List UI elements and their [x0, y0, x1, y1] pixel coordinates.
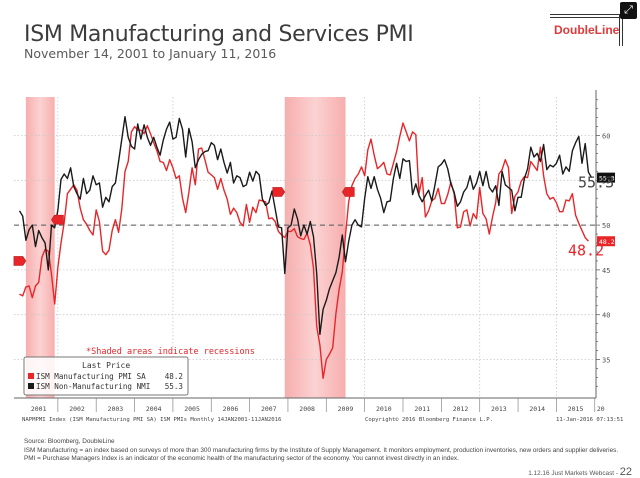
- legend-entry-value: 48.2: [165, 372, 183, 381]
- recession-marker: [341, 187, 355, 197]
- x-tick-label: 2010: [376, 405, 392, 413]
- pmi-value-annotation: 48.2: [568, 242, 604, 260]
- grid: [14, 97, 596, 398]
- logo-rule: [550, 14, 620, 15]
- legend-entry-value: 55.3: [165, 382, 183, 391]
- legend-title: Last Price: [82, 361, 130, 370]
- logo-rule: [619, 14, 620, 46]
- webcast-label: 1.12.16 Just Markets Webcast: [528, 470, 615, 477]
- nmi-last-tag-text: 55.3: [599, 175, 615, 183]
- legend-box: [23, 356, 189, 396]
- nmi-value-annotation: 55.3: [578, 173, 614, 191]
- definition-note: ISM Manufacturing = an index based on su…: [24, 446, 619, 463]
- y-tick-label: 35: [602, 356, 610, 364]
- slide-title: ISM Manufacturing and Services PMI: [24, 22, 414, 47]
- legend-entry-label: ISM Manufacturing PMI SA: [36, 372, 146, 381]
- x-tick-label: 2009: [338, 405, 354, 413]
- x-tick-label: 2006: [223, 405, 239, 413]
- x-tick-label: 2008: [299, 405, 315, 413]
- x-tick-label: 20: [597, 405, 605, 413]
- non-manufacturing-nmi-line: [18, 116, 593, 336]
- pmi-last-tag: [597, 236, 615, 247]
- recession-marker: [13, 256, 27, 266]
- pmi-chart: 3540455055602001200220032004200520062007…: [13, 90, 623, 423]
- x-tick-label: 2004: [146, 405, 162, 413]
- x-tick-label: 2007: [261, 405, 277, 413]
- x-tick-label: 2013: [491, 405, 507, 413]
- legend-swatch: [28, 383, 34, 389]
- page-footer: 1.12.16 Just Markets Webcast - 22: [528, 466, 632, 478]
- page-number: 22: [619, 466, 632, 478]
- caption-center: Copyright© 2016 Bloomberg Finance L.P.: [365, 417, 493, 423]
- x-tick-label: 2015: [568, 405, 584, 413]
- labels: 55.348.255.348.2*Shaded areas indicate r…: [13, 172, 615, 396]
- logo-rule: [622, 14, 623, 46]
- x-tick-label: 2011: [414, 405, 430, 413]
- logo-text: DoubleLine: [554, 23, 620, 37]
- page-separator: -: [614, 470, 620, 477]
- y-tick-label: 50: [602, 222, 610, 230]
- recession-marker: [51, 214, 64, 225]
- axes: 3540455055602001200220032004200520062007…: [14, 90, 623, 423]
- legend-entry-label: ISM Non-Manufacturing NMI: [36, 382, 150, 391]
- caption-left: NAPMPMI Index (ISM Manufacturing PMI SA)…: [22, 417, 281, 423]
- footer-notes: Source: Bloomberg, DoubleLine ISM Manufa…: [24, 438, 624, 464]
- slide-subtitle: November 14, 2001 to January 11, 2016: [24, 46, 277, 61]
- series-lines: [18, 116, 593, 379]
- x-tick-label: 2001: [31, 405, 47, 413]
- x-tick-label: 2012: [453, 405, 469, 413]
- expand-icon[interactable]: ⤢: [620, 2, 637, 19]
- x-tick-label: 2014: [529, 405, 545, 413]
- caption-right: 11-Jan-2016 07:13:51: [556, 417, 623, 423]
- source-line: Source: Bloomberg, DoubleLine: [24, 438, 115, 445]
- doubleline-logo: DoubleLine: [550, 12, 632, 46]
- pmi-last-tag-text: 48.2: [599, 238, 615, 246]
- nmi-last-tag: [597, 172, 615, 183]
- recession-note: *Shaded areas indicate recessions: [86, 347, 255, 357]
- logo-rule: [550, 17, 620, 18]
- x-tick-label: 2002: [69, 405, 85, 413]
- legend-swatch: [28, 373, 34, 379]
- x-tick-label: 2005: [184, 405, 200, 413]
- manufacturing-pmi-line: [19, 122, 589, 379]
- y-tick-label: 40: [602, 312, 610, 320]
- x-tick-label: 2003: [108, 405, 124, 413]
- recession-marker: [272, 187, 286, 197]
- y-tick-label: 60: [602, 133, 610, 141]
- y-tick-label: 45: [602, 267, 610, 275]
